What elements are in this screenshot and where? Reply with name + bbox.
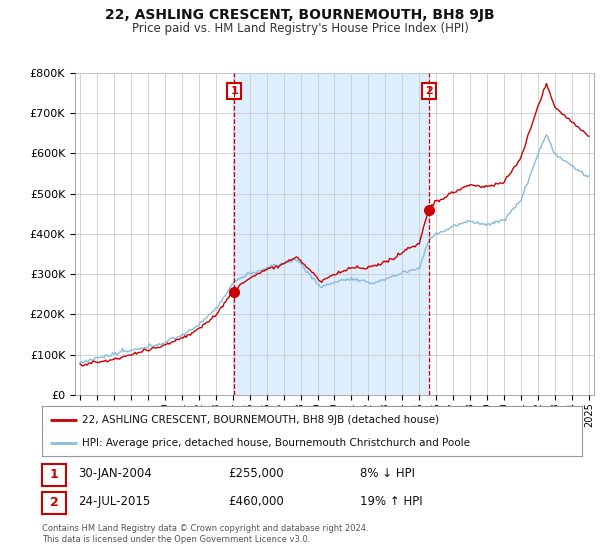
Text: Price paid vs. HM Land Registry's House Price Index (HPI): Price paid vs. HM Land Registry's House … [131, 22, 469, 35]
Text: £460,000: £460,000 [228, 494, 284, 508]
Text: This data is licensed under the Open Government Licence v3.0.: This data is licensed under the Open Gov… [42, 535, 310, 544]
Text: 1: 1 [50, 468, 58, 482]
Text: 2: 2 [425, 86, 433, 96]
Text: £255,000: £255,000 [228, 466, 284, 480]
Text: 2: 2 [50, 496, 58, 510]
Text: 22, ASHLING CRESCENT, BOURNEMOUTH, BH8 9JB: 22, ASHLING CRESCENT, BOURNEMOUTH, BH8 9… [105, 8, 495, 22]
Text: 30-JAN-2004: 30-JAN-2004 [78, 466, 152, 480]
Text: 8% ↓ HPI: 8% ↓ HPI [360, 466, 415, 480]
Text: Contains HM Land Registry data © Crown copyright and database right 2024.: Contains HM Land Registry data © Crown c… [42, 524, 368, 533]
Text: 1: 1 [230, 86, 238, 96]
Text: 22, ASHLING CRESCENT, BOURNEMOUTH, BH8 9JB (detached house): 22, ASHLING CRESCENT, BOURNEMOUTH, BH8 9… [83, 414, 440, 424]
Text: 19% ↑ HPI: 19% ↑ HPI [360, 494, 422, 508]
Text: 24-JUL-2015: 24-JUL-2015 [78, 494, 150, 508]
Bar [234, 73, 429, 395]
Text: HPI: Average price, detached house, Bournemouth Christchurch and Poole: HPI: Average price, detached house, Bour… [83, 438, 470, 448]
